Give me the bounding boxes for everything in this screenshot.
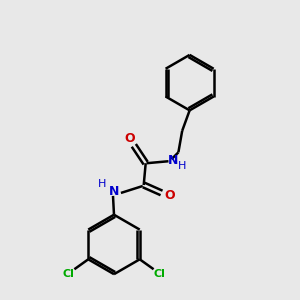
Text: O: O [164,189,175,203]
Text: H: H [98,179,106,189]
Text: H: H [178,161,187,171]
Text: O: O [124,132,135,145]
Text: Cl: Cl [62,269,74,279]
Text: N: N [109,185,119,198]
Text: Cl: Cl [154,269,166,279]
Text: N: N [168,154,178,167]
